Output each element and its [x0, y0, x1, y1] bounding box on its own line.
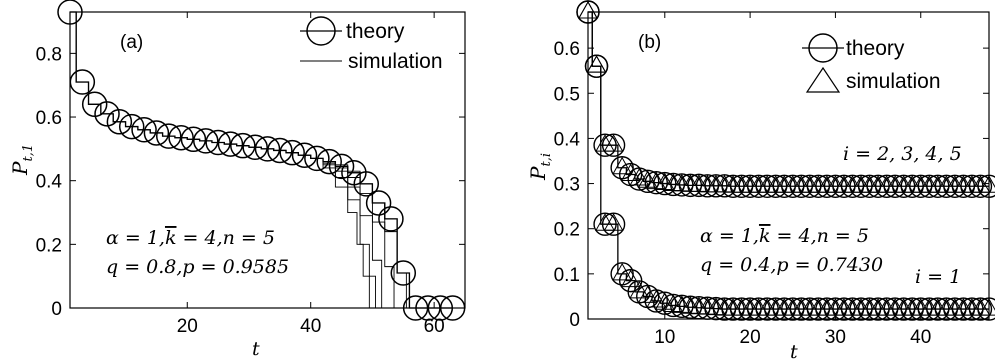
panel-a-theory-point: [205, 129, 231, 156]
panel-a-ytick-label-1: 0.2: [36, 235, 62, 256]
panel-a-theory-point: [106, 109, 133, 135]
panel-a-xtick-label-2: 60: [424, 316, 445, 337]
panel-b-data: [576, 0, 995, 321]
panel-a-theory-point: [390, 260, 417, 286]
panel-a-simulation-run-2: [316, 157, 385, 309]
panel-a-axes-frame: [69, 11, 466, 309]
panel-a-theory-point: [156, 123, 182, 149]
panel-a-theory-point: [254, 136, 281, 162]
legend-b-simulation-label: simulation: [846, 70, 941, 93]
panel-b-simulation-point: [620, 163, 641, 182]
panel-a-theory-point: [131, 117, 157, 143]
panel-a-ylabel: Pt,1: [8, 144, 36, 176]
panel-a-theory-point: [353, 171, 379, 197]
panel-b-ytick-label-0: 0: [569, 310, 580, 331]
panel-a-theory-point: [328, 153, 355, 180]
panel-a-ticks: 20 40 60 0 0.2 0.4 0.6 0.8: [36, 12, 465, 337]
panel-b-ytick-label-4: 0.4: [554, 129, 581, 150]
legend-b-simulation-triangle-icon: [805, 66, 841, 93]
panel-b-ytick-label-1: 0.1: [554, 265, 580, 286]
panel-b-curve-label-upper: i = 2, 3, 4, 5: [843, 143, 962, 165]
panel-a-annotation-line-2: q = 0.8,p = 0.9585: [106, 256, 289, 278]
panel-b-legend: theory simulation: [802, 33, 941, 93]
panel-a-theory-point: [267, 137, 293, 164]
panel-b-simulation-point: [629, 168, 650, 186]
panel-a-theory-point: [242, 134, 268, 161]
panel-a-xtick-label-1: 40: [300, 316, 321, 337]
panel-a-ytick-label-4: 0.8: [36, 44, 62, 65]
legend-b-theory-circle-icon: [808, 33, 838, 63]
legend-a-theory-label: theory: [346, 20, 405, 43]
panel-b-ytick-label-5: 0.5: [554, 84, 580, 105]
legend-a-theory-circle-icon: [306, 16, 336, 46]
panel-b-ticks: 10 20 30 40 0 0.1 0.2 0.3 0.4 0.5 0.6: [554, 12, 989, 348]
panel-b-simulation-point: [586, 55, 607, 73]
panel-b-simulation-point: [654, 292, 675, 310]
panel-a-annotation-line-1: α = 1,k = 4,n = 5: [106, 227, 275, 249]
panel-b-ytick-label-2: 0.2: [554, 220, 580, 241]
panel-a-theory-point: [143, 120, 170, 146]
panel-a-ytick-label-2: 0.4: [36, 172, 63, 193]
panel-b-simulation-point: [620, 269, 641, 288]
panel-b-simulation-point: [612, 262, 632, 281]
legend-b-theory-label: theory: [846, 37, 905, 60]
panel-b-curve-label-lower: i = 1: [915, 266, 961, 288]
panel-b-xtick-label-3: 40: [910, 327, 931, 348]
panel-b-annotation-line-1: α = 1,k = 4,n = 5: [700, 225, 869, 247]
panel-b-simulation-point: [603, 213, 624, 231]
panel-a-theory-point: [180, 126, 207, 153]
panel-b-simulation-point: [603, 134, 624, 152]
panel-a-theory-point: [304, 145, 330, 172]
panel-b-simulation-point: [637, 285, 658, 303]
panel-b: 10 20 30 40 0 0.1 0.2 0.3 0.4 0.5 0.6 (b) theory s…: [526, 0, 995, 363]
panel-b-label: (b): [638, 32, 661, 53]
panel-a-ytick-label-3: 0.6: [36, 108, 62, 129]
panel-a-theory-point: [279, 139, 305, 166]
panel-a-ytick-label-0: 0: [51, 299, 62, 320]
panel-a-theory-point: [217, 131, 244, 157]
panel-b-xtick-label-1: 20: [740, 327, 761, 348]
panel-a-theory-point: [193, 128, 219, 154]
panel-b-annotation-line-2: q = 0.4,p = 0.7430: [700, 254, 883, 276]
panel-a-theory-point: [365, 190, 392, 216]
panel-b-xlabel: t: [790, 341, 798, 363]
panel-a-theory-point: [378, 206, 404, 232]
panel-a-theory-point: [94, 101, 120, 127]
panel-b-simulation-point: [586, 55, 607, 73]
panel-b-simulation-point: [629, 280, 650, 299]
panel-a-theory-point: [291, 142, 318, 168]
panel-a-xtick-label-0: 20: [177, 316, 198, 337]
panel-a-xlabel: t: [252, 338, 260, 360]
panel-b-ylabel: Pt,i: [526, 153, 554, 181]
panel-a-theory-point: [230, 132, 256, 159]
panel-a-data: [57, 0, 466, 321]
panel-a-theory-point: [118, 113, 145, 140]
panel-b-simulation-point: [646, 289, 667, 308]
panel-b-axes-frame: [587, 11, 990, 320]
panel-a: 20 40 60 0 0.2 0.4 0.6 0.8 (a) theory simulatio…: [8, 0, 466, 360]
panel-a-legend: theory simulation: [300, 16, 443, 73]
panel-b-xtick-label-0: 10: [654, 327, 675, 348]
panel-a-label: (a): [120, 32, 143, 53]
panel-b-ytick-label-3: 0.3: [554, 175, 580, 196]
panel-b-xtick-label-2: 30: [825, 327, 846, 348]
panel-a-theory-point: [316, 148, 342, 175]
legend-a-simulation-label: simulation: [348, 50, 443, 73]
panel-b-ytick-label-6: 0.6: [554, 39, 580, 60]
panel-b-simulation-point: [612, 156, 632, 175]
panel-a-theory-point: [168, 124, 194, 151]
